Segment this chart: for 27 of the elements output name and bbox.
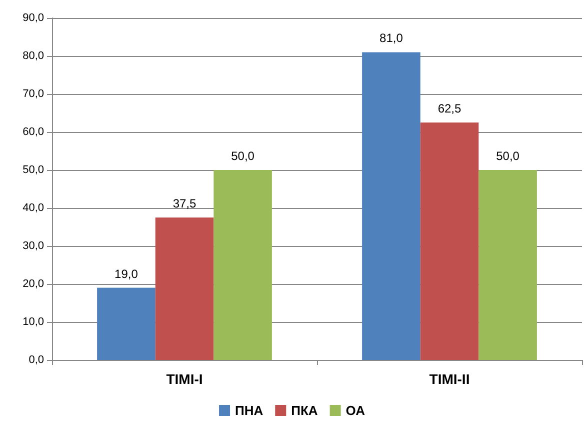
x-tick-label: TIMI-II	[429, 371, 470, 387]
bar	[155, 218, 214, 360]
y-tick-label: 0,0	[28, 354, 44, 366]
legend-label: ПНА	[235, 403, 264, 418]
y-tick-label: 20,0	[22, 278, 44, 290]
y-tick-label: 80,0	[22, 50, 44, 62]
y-tick-label: 40,0	[22, 202, 44, 214]
data-label: 62,5	[438, 102, 462, 116]
y-tick-label: 10,0	[22, 316, 44, 328]
y-tick-label: 90,0	[22, 12, 44, 24]
y-tick-label: 60,0	[22, 126, 44, 138]
y-tick-label: 50,0	[22, 164, 44, 176]
data-label: 50,0	[231, 149, 255, 163]
bar	[478, 170, 537, 360]
data-label: 50,0	[496, 149, 520, 163]
legend-label: ПКА	[291, 403, 318, 418]
y-tick-label: 70,0	[22, 88, 44, 100]
data-label: 81,0	[380, 31, 404, 46]
bar	[362, 52, 420, 360]
bar	[214, 170, 272, 360]
bar	[420, 122, 479, 360]
x-tick-label: TIMI-I	[166, 371, 203, 387]
bar	[97, 288, 156, 360]
legend-label: ОА	[346, 403, 366, 418]
data-label: 37,5	[172, 196, 196, 210]
y-tick-label: 30,0	[22, 240, 44, 252]
data-label: 19,0	[114, 266, 138, 281]
